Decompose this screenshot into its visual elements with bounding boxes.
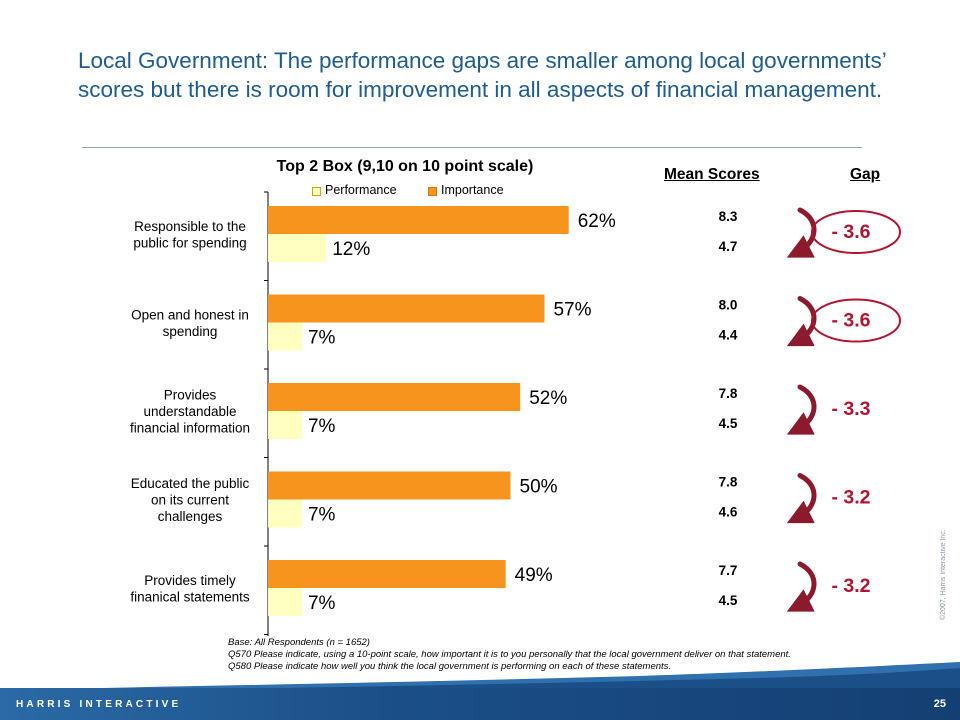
category-label: Provides understandable financial informat… — [130, 388, 250, 436]
bar-performance — [268, 588, 302, 616]
footnote-base: Base: All Respondents (n = 1652) — [228, 637, 370, 648]
copyright-text: ©2007, Harris Interactive Inc. — [940, 529, 947, 620]
mean-score-importance: 8.3 — [719, 209, 738, 224]
mean-score-performance: 4.7 — [719, 239, 738, 254]
bar-importance — [268, 294, 545, 323]
footer-bar — [0, 688, 960, 720]
gap-value: - 3.3 — [831, 398, 870, 420]
bar-performance — [268, 322, 302, 351]
category-label: Responsible to the public for spending — [133, 219, 246, 251]
mean-score-performance: 4.4 — [719, 328, 738, 343]
data-label-importance: 62% — [578, 211, 616, 232]
bar-importance — [268, 560, 506, 588]
legend-label-importance: Importance — [441, 183, 504, 197]
mean-score-importance: 7.8 — [719, 386, 738, 401]
gap-value: - 3.2 — [831, 487, 870, 509]
footnote-q570: Q570 Please indicate, using a 10-point s… — [228, 649, 791, 660]
data-label-performance: 7% — [308, 593, 336, 614]
bar-performance — [268, 234, 327, 262]
footnote-q580: Q580 Please indicate how well you think … — [228, 661, 672, 672]
mean-score-importance: 7.7 — [719, 563, 738, 578]
title-divider — [82, 147, 862, 148]
gap-arrow — [786, 296, 817, 347]
gap-arrow — [786, 473, 817, 524]
legend-label-performance: Performance — [325, 183, 397, 197]
footer-brand: HARRIS INTERACTIVE — [16, 699, 182, 710]
gap-arrow — [786, 561, 817, 612]
bar-importance — [268, 206, 569, 234]
slide-headline: Local Government: The performance gaps a… — [78, 48, 886, 102]
data-label-performance: 12% — [332, 239, 370, 260]
gap-value: - 3.6 — [831, 310, 870, 332]
data-label-performance: 7% — [308, 416, 336, 437]
gap-arrow — [786, 207, 817, 258]
footnotes: Base: All Respondents (n = 1652) Q570 Pl… — [228, 637, 948, 673]
mean-score-importance: 7.8 — [719, 475, 738, 490]
data-label-performance: 7% — [308, 505, 336, 526]
legend-swatch-importance — [428, 187, 437, 196]
mean-score-performance: 4.5 — [719, 593, 738, 608]
gap-highlight-ellipse — [811, 298, 901, 343]
gap-highlight-ellipse — [811, 210, 901, 254]
mean-scores-header: Mean Scores — [664, 166, 760, 183]
bar-performance — [268, 411, 302, 439]
data-label-importance: 52% — [529, 388, 567, 409]
category-label: Open and honest in spending — [131, 307, 249, 339]
data-label-performance: 7% — [308, 328, 336, 349]
mean-score-performance: 4.6 — [719, 505, 738, 520]
bar-importance — [268, 383, 521, 411]
page-number: 25 — [933, 698, 946, 710]
gap-value: - 3.2 — [831, 575, 870, 597]
legend-swatch-performance — [312, 187, 321, 196]
bar-importance — [268, 471, 511, 500]
gap-header: Gap — [850, 166, 881, 183]
data-label-importance: 49% — [515, 565, 553, 586]
data-label-importance: 50% — [520, 477, 558, 498]
category-label: Provides timely finanical statements — [130, 573, 250, 605]
gap-value: - 3.6 — [831, 221, 870, 243]
footer-swoosh — [0, 662, 960, 694]
bar-performance — [268, 499, 302, 528]
chart-title: Top 2 Box (9,10 on 10 point scale) — [276, 158, 534, 175]
category-label: Educated the public on its current challen… — [131, 476, 250, 524]
mean-score-performance: 4.5 — [719, 416, 738, 431]
gap-arrow — [786, 384, 817, 435]
mean-score-importance: 8.0 — [719, 298, 738, 313]
data-label-importance: 57% — [553, 300, 591, 321]
